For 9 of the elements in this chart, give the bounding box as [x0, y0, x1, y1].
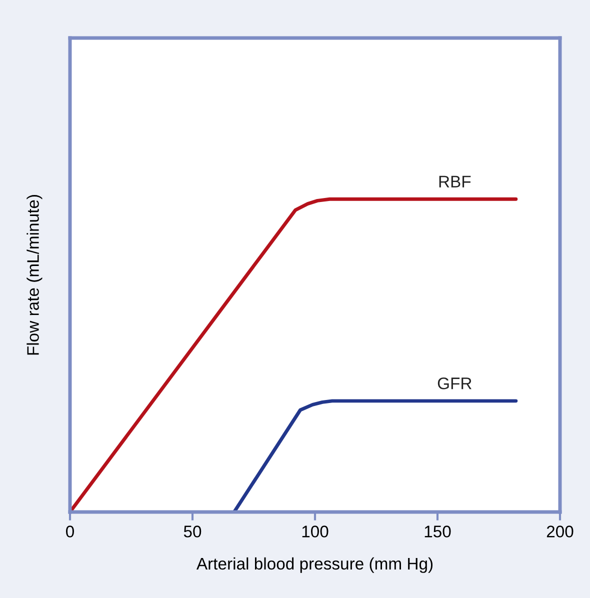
x-tick-label: 0 — [66, 526, 74, 538]
x-axis-title: Arterial blood pressure (mm Hg) — [196, 557, 433, 573]
x-tick-label: 50 — [184, 526, 202, 538]
y-axis-title: Flow rate (mL/minute) — [26, 194, 42, 355]
series-label: GFR — [438, 378, 472, 390]
series-label: RBF — [439, 176, 471, 188]
x-tick-label: 150 — [424, 526, 451, 538]
x-tick-label: 100 — [302, 526, 328, 538]
x-tick-label: 200 — [546, 526, 574, 538]
